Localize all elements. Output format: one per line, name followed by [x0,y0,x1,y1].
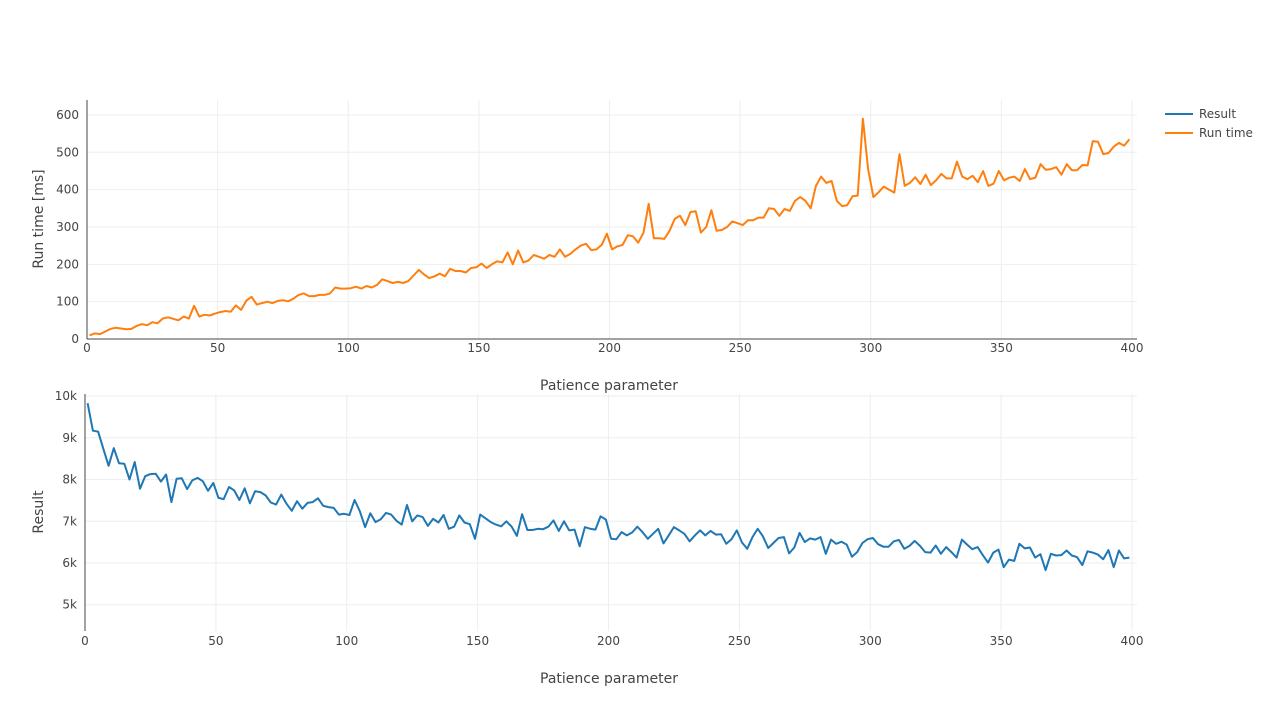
runtime-y-ticks: 0 100 200 300 400 500 600 [56,108,79,346]
runtime-x-ticks: 0 50 100 150 200 250 300 350 400 [83,341,1143,355]
y-tick-label: 300 [56,220,79,234]
x-tick-label: 350 [990,341,1013,355]
y-tick-label: 500 [56,145,79,159]
legend-item-result[interactable]: Result [1165,107,1236,121]
x-tick-label: 300 [859,634,882,648]
y-tick-label: 7k [62,514,77,528]
x-tick-label: 0 [81,634,89,648]
y-tick-label: 0 [71,332,79,346]
result-grid [85,394,1137,631]
result-x-ticks: 0 50 100 150 200 250 300 350 400 [81,634,1143,648]
x-tick-label: 200 [598,341,621,355]
result-y-ticks: 5k 6k 7k 8k 9k 10k [55,389,77,612]
x-tick-label: 50 [208,634,223,648]
legend: Result Run time [1165,107,1253,140]
x-tick-label: 250 [728,634,751,648]
result-panel: 0 50 100 150 200 250 300 350 400 5k 6k 7k 8k 9k 10k P… [31,389,1143,687]
legend-item-run-time[interactable]: Run time [1165,126,1253,140]
x-tick-label: 100 [337,341,360,355]
legend-label-result: Result [1199,107,1236,121]
result-y-axis-title: Result [31,490,47,534]
y-tick-label: 8k [62,473,77,487]
y-tick-label: 5k [62,598,77,612]
y-tick-label: 9k [62,431,77,445]
x-tick-label: 150 [467,341,490,355]
x-tick-label: 150 [466,634,489,648]
runtime-y-axis-title: Run time [ms] [31,169,47,268]
x-tick-label: 400 [1121,634,1144,648]
x-tick-label: 250 [729,341,752,355]
result-series-line [86,403,1130,572]
x-tick-label: 350 [990,634,1013,648]
x-tick-label: 300 [859,341,882,355]
y-tick-label: 6k [62,556,77,570]
x-tick-label: 0 [83,341,91,355]
runtime-panel: 0 50 100 150 200 250 300 350 400 0 100 200 300 400 50… [31,100,1143,394]
x-tick-label: 200 [597,634,620,648]
y-tick-label: 200 [56,257,79,271]
runtime-grid [87,100,1137,340]
legend-label-run-time: Run time [1199,126,1253,140]
x-tick-label: 50 [210,341,225,355]
y-tick-label: 10k [55,389,77,403]
runtime-series-line [89,117,1131,337]
y-tick-label: 400 [56,183,79,197]
runtime-x-axis-title: Patience parameter [540,378,678,394]
x-tick-label: 400 [1121,341,1144,355]
x-tick-label: 100 [335,634,358,648]
result-x-axis-title: Patience parameter [540,671,678,687]
y-tick-label: 600 [56,108,79,122]
y-tick-label: 100 [56,295,79,309]
